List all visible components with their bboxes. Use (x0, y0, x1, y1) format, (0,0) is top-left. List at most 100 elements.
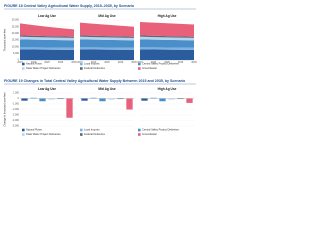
area (20, 49, 74, 60)
bar (99, 98, 106, 102)
y-axis-label: Thousand acre-feet (3, 28, 7, 51)
y-tick-label: 30,000 (12, 19, 20, 22)
legend-label: Federal Deliveries (84, 66, 106, 70)
bar (150, 97, 157, 99)
area (20, 23, 74, 37)
x-tick-label: 2015 (137, 61, 143, 64)
panel-title: High Ag Use (158, 14, 177, 18)
bar (39, 98, 46, 102)
y-tick-label: -4,000 (12, 119, 19, 122)
area (140, 35, 194, 38)
x-tick-label: 2035 (71, 61, 77, 64)
area (140, 49, 194, 60)
legend-swatch (80, 67, 83, 70)
legend-swatch (138, 133, 141, 136)
bar (186, 98, 193, 103)
bar (108, 98, 115, 100)
bar (81, 98, 88, 101)
figure-title: FIGURE 19 Changes in Total Central Valle… (4, 79, 186, 83)
y-tick-label: 1,000 (13, 92, 20, 95)
y-tick-label: 25,000 (12, 25, 20, 28)
y-tick-label: -2,000 (12, 108, 19, 111)
y-tick-label: 5,000 (13, 52, 20, 55)
y-tick-label: 15,000 (12, 39, 20, 42)
legend-label: Natural Flows (26, 62, 43, 66)
bar (168, 98, 175, 100)
x-tick-label: 2025 (44, 61, 50, 64)
legend-swatch (80, 62, 83, 66)
legend-label: Central Valley Project Deliveries (142, 128, 180, 132)
area (80, 22, 134, 37)
legend-swatch (22, 67, 25, 70)
x-tick-label: 2020 (151, 61, 157, 64)
legend-label: Federal Deliveries (84, 132, 106, 136)
legend-swatch (80, 128, 83, 132)
y-tick-label: 10,000 (12, 45, 20, 48)
legend-swatch (22, 128, 25, 132)
area (80, 39, 134, 48)
y-tick-label: -1,000 (12, 103, 19, 106)
y-axis-label: Change in thousand acre-feet (3, 92, 7, 126)
bar (48, 98, 55, 100)
legend-label: Central Valley Project Deliveries (142, 62, 180, 66)
background (0, 0, 200, 150)
legend-swatch (22, 133, 25, 136)
x-tick-label: 2025 (104, 61, 110, 64)
legend-label: Groundwater (142, 66, 157, 70)
bar (141, 98, 148, 101)
legend-label: State Water Project Deliveries (26, 132, 61, 136)
legend-label: State Water Project Deliveries (26, 66, 61, 70)
bar (57, 98, 64, 100)
bar (30, 97, 37, 99)
x-tick-label: 2035 (191, 61, 197, 64)
x-tick-label: 2030 (118, 61, 124, 64)
x-tick-label: 2030 (178, 61, 184, 64)
area (140, 47, 194, 50)
y-tick-label: 0 (18, 59, 20, 62)
page: FIGURE 18 Central Valley Agricultural Wa… (0, 0, 200, 150)
bar (66, 98, 73, 118)
panel-title: High Ag Use (158, 87, 177, 91)
x-tick-label: 2025 (164, 61, 170, 64)
x-tick-label: 2020 (91, 61, 97, 64)
area (20, 39, 74, 48)
panel-title: Mid Ag Use (98, 14, 115, 18)
legend-swatch (22, 62, 25, 66)
bar (159, 98, 166, 102)
x-tick-label: 2015 (77, 61, 83, 64)
area (20, 35, 74, 38)
legend-label: Groundwater (142, 132, 157, 136)
area (140, 36, 194, 41)
bar (126, 98, 133, 110)
legend-label: Natural Flows (26, 128, 43, 132)
area (80, 36, 134, 41)
area (140, 39, 194, 48)
area (80, 35, 134, 38)
panel-title: Low Ag Use (38, 87, 56, 91)
legend-swatch (138, 67, 141, 70)
bar (117, 98, 124, 100)
x-tick-label: 2020 (31, 61, 37, 64)
y-tick-label: 0 (18, 97, 20, 100)
y-tick-label: -5,000 (12, 125, 19, 128)
legend-label: Local Imports (84, 62, 100, 66)
y-tick-label: -3,000 (12, 114, 19, 117)
area (140, 22, 194, 37)
area (20, 36, 74, 41)
legend-label: Local Imports (84, 128, 100, 132)
x-tick-label: 2035 (131, 61, 137, 64)
area (20, 47, 74, 50)
legend-swatch (80, 133, 83, 136)
x-tick-label: 2030 (58, 61, 64, 64)
area (80, 49, 134, 60)
figure-title: FIGURE 18 Central Valley Agricultural Wa… (4, 4, 135, 8)
bar (177, 98, 184, 100)
bar (21, 98, 28, 101)
x-tick-label: 2015 (17, 61, 23, 64)
legend-swatch (138, 62, 141, 66)
bar (90, 97, 97, 99)
panel-title: Low Ag Use (38, 14, 56, 18)
area (80, 47, 134, 50)
panel-title: Mid Ag Use (98, 87, 115, 91)
legend-swatch (138, 128, 141, 132)
